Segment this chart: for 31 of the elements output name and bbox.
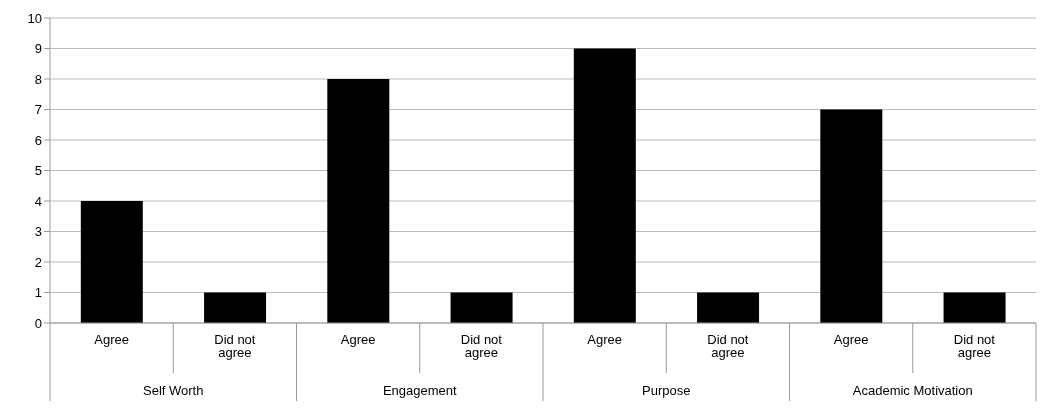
bar — [697, 292, 760, 323]
text: Self Worth — [143, 383, 204, 398]
bar — [450, 292, 513, 323]
bar — [80, 201, 143, 323]
bar — [573, 48, 636, 323]
x-tick-label: Agree — [833, 332, 869, 348]
y-tick-label: 0 — [34, 315, 42, 331]
y-tick-label: 10 — [27, 10, 42, 26]
text: Purpose — [642, 383, 691, 398]
bar — [327, 79, 390, 323]
x-tick-label: Agree — [587, 332, 622, 348]
text: Academic Motivation — [852, 383, 973, 398]
y-tick-label: 8 — [34, 71, 42, 87]
bar — [943, 292, 1006, 323]
x-tick-label: Agree — [94, 332, 129, 348]
y-tick-label: 1 — [34, 285, 42, 301]
text: Engagement — [382, 383, 457, 398]
y-tick-label: 2 — [34, 254, 42, 270]
y-tick-label: 6 — [34, 132, 42, 148]
y-tick-label: 3 — [34, 224, 42, 240]
x-tick-label: Did not agree — [953, 332, 996, 361]
y-tick-label: 5 — [34, 163, 42, 179]
x-tick-label: Agree — [340, 332, 376, 348]
y-tick-label: 4 — [34, 193, 42, 209]
bar — [204, 292, 267, 323]
bar — [820, 109, 883, 323]
y-tick-label: 7 — [34, 102, 42, 118]
x-tick-label: Did not agree — [214, 332, 256, 361]
x-tick-label: Did not agree — [460, 332, 503, 361]
x-tick-label: Did not agree — [707, 332, 749, 361]
y-tick-label: 9 — [34, 41, 42, 57]
